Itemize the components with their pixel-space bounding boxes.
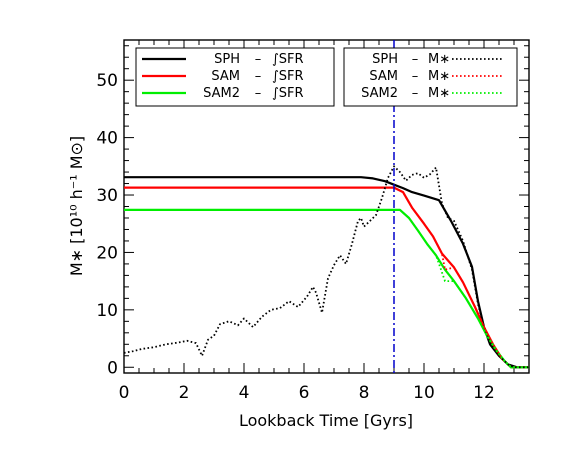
y-tick-label: 10 [96,301,118,321]
legend-label: SAM [211,69,240,84]
x-tick-label: 8 [359,383,370,403]
series-layer [123,165,529,369]
legend-right: SPH – M∗SAM – M∗SAM2– M∗ [343,47,518,107]
series-line-6 [399,209,497,351]
x-tick-label: 0 [119,383,130,403]
legend-label: SPH [372,52,398,67]
x-axis-label: Lookback Time [Gyrs] [239,411,413,430]
legend-sep: – [255,69,262,84]
x-tick-label: 10 [413,383,435,403]
y-tick-label: 30 [96,186,118,206]
legend-quantity: M∗ [428,86,450,101]
y-tick-label: 20 [96,243,118,263]
legend-quantity: ∫SFR [272,86,304,101]
series-line-1 [124,176,529,369]
legend-quantity: M∗ [428,52,450,67]
series-line-4 [123,165,529,369]
legend-sep: – [412,86,419,101]
y-tick-label: 50 [96,71,118,91]
legend-sep: – [255,52,262,67]
y-tick-label: 40 [96,129,118,149]
y-tick-label: 0 [107,358,118,378]
y-axis-label: M∗ [10¹⁰ h⁻¹ M⊙] [67,136,86,276]
x-tick-label: 12 [473,383,495,403]
legend-sep: – [255,86,262,101]
series-line-3 [124,208,529,369]
legend-quantity: ∫SFR [272,52,304,67]
legend-label: SAM [369,69,398,84]
legend-sep: – [412,52,419,67]
legend-label: SPH [214,52,240,67]
legend-right-box [343,47,518,107]
x-tick-label: 4 [239,383,250,403]
legend-quantity: M∗ [428,69,450,84]
legend-label: SAM2 [361,86,398,101]
x-tick-label: 6 [299,383,310,403]
tick-labels: 0 2 4 6 8 10 12 0 10 20 30 40 50 [96,71,494,403]
x-tick-label: 2 [179,383,190,403]
series-line-2 [124,186,529,369]
legend-quantity: ∫SFR [272,69,304,84]
legend-label: SAM2 [203,86,240,101]
legend-sep: – [412,69,419,84]
